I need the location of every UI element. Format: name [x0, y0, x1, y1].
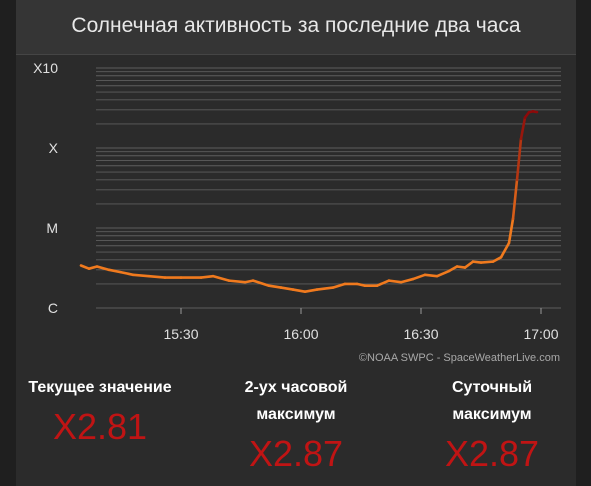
daily-max-value: X2.87 — [444, 433, 540, 474]
flux-line-segment — [279, 286, 295, 291]
flux-line-segment — [491, 256, 503, 263]
y-tick-label: X10 — [33, 60, 58, 76]
flux-series — [79, 110, 539, 293]
two-hour-max-label-line-1: 2-ух часовой — [244, 379, 348, 396]
x-tick-label: 16:30 — [403, 326, 438, 342]
y-tick-label: C — [48, 300, 58, 316]
flux-line-segment — [303, 288, 319, 293]
flux-line-segment — [119, 270, 135, 277]
flux-line-segment — [507, 217, 515, 245]
two-hour-max-label-line-2: максимум — [256, 406, 336, 423]
flux-line-segment — [131, 273, 151, 278]
widget-title: Солнечная активность за последние два ча… — [71, 14, 521, 37]
flux-line-segment — [199, 274, 215, 279]
flux-line-segment — [331, 282, 347, 289]
flux-line-segment — [355, 282, 367, 287]
flux-line-segment — [471, 260, 483, 264]
daily-max-label: Суточный максимум — [408, 374, 576, 428]
flux-line-segment — [315, 286, 335, 291]
flux-line-segment — [211, 274, 231, 282]
flux-line-segment — [423, 273, 439, 278]
two-hour-max-label: 2-ух часовой максимум — [212, 374, 380, 428]
flux-line-segment — [243, 279, 255, 284]
flux-line-segment — [519, 116, 527, 141]
flux-line-segment — [463, 260, 475, 269]
flux-line-segment — [95, 265, 111, 272]
flux-line-segment — [147, 274, 167, 279]
x-tick-label: 17:00 — [523, 326, 558, 342]
flux-line-segment — [375, 279, 391, 287]
current-value-label-line: Текущее значение — [28, 379, 172, 396]
daily-max-label-line-1: Суточный — [451, 379, 533, 396]
flux-line-segment — [291, 288, 307, 293]
x-axis-ticks: 15:30 16:00 16:30 17:00 — [163, 308, 559, 342]
flux-line-segment — [479, 260, 495, 264]
flux-line-segment — [87, 265, 99, 270]
flux-line-segment — [399, 277, 415, 284]
x-tick-label: 15:30 — [163, 326, 198, 342]
flux-line-segment — [227, 279, 247, 284]
flux-line-segment — [411, 273, 427, 281]
flux-line-segment — [455, 265, 467, 269]
flux-line-segment — [511, 178, 519, 221]
daily-max-label-line-2: максимум — [452, 406, 532, 423]
flux-line-segment — [251, 279, 271, 287]
solar-activity-widget: Солнечная активность за последние два ча… — [16, 0, 576, 486]
flux-line-segment — [447, 265, 459, 273]
flux-line-segment — [515, 137, 523, 182]
flux-line-segment — [435, 269, 451, 278]
y-tick-label: M — [46, 220, 58, 236]
chart-grid — [96, 67, 561, 309]
y-axis-ticks: X10 X M C — [33, 60, 59, 316]
flux-line-segment — [267, 284, 283, 289]
x-tick-label: 16:00 — [283, 326, 318, 342]
data-credit: ©NOAA SWPC - SpaceWeatherLive.com — [359, 352, 560, 364]
y-tick-label: X — [49, 140, 59, 156]
current-value-label: Текущее значение — [16, 374, 184, 401]
flux-line-segment — [499, 241, 511, 259]
flux-line-segment — [79, 264, 91, 270]
flux-line-segment — [107, 268, 123, 274]
two-hour-max-value: X2.87 — [248, 433, 344, 474]
flux-line-segment — [531, 110, 539, 114]
widget-header: Солнечная активность за последние два ча… — [16, 0, 576, 55]
flux-line-segment — [387, 279, 403, 284]
current-value: X2.81 — [52, 406, 148, 447]
solar-flux-chart: X10 X M C 15:30 16:00 16:30 17:00 ©NOAA SWPC -… — [33, 60, 561, 364]
